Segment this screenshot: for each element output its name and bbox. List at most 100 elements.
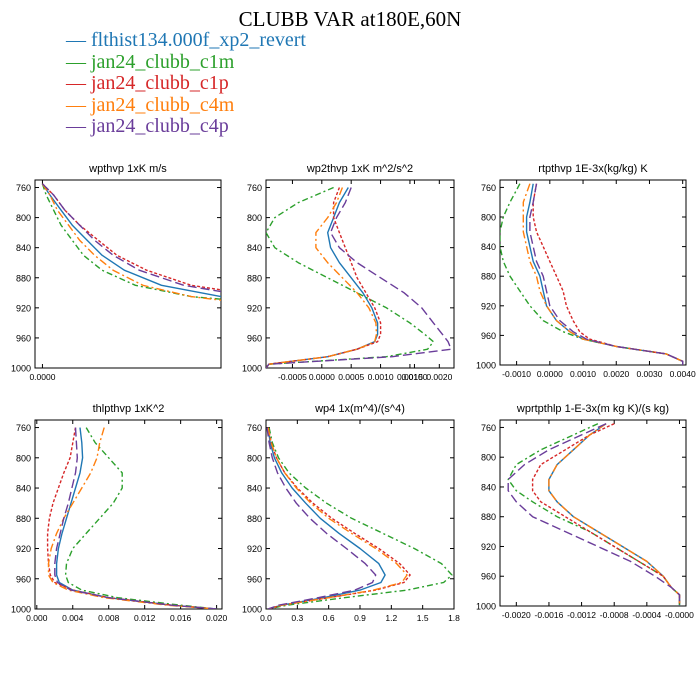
x-tick-label: 0.008 — [98, 613, 120, 623]
y-tick-label: 800 — [481, 453, 496, 463]
y-tick-label: 760 — [247, 183, 262, 193]
series-line — [55, 427, 217, 609]
series-line — [522, 183, 684, 365]
series-line — [548, 423, 681, 606]
x-tick-label: 0.6 — [323, 613, 335, 623]
y-tick-label: 840 — [247, 484, 262, 494]
y-tick-label: 1000 — [476, 602, 496, 612]
y-tick-label: 840 — [16, 484, 31, 494]
series-line — [266, 187, 382, 368]
series-line — [532, 183, 684, 365]
y-tick-label: 880 — [16, 273, 31, 283]
plot-frame — [34, 419, 223, 610]
x-tick-label: -0.0004 — [632, 610, 661, 620]
plot-frame — [34, 179, 222, 369]
x-tick-label: 1.5 — [417, 613, 429, 623]
x-tick-label: 0.0020 — [426, 372, 452, 382]
panel-title: wprtpthlp 1-E-3x(m kg K)/(s kg) — [516, 403, 669, 415]
x-tick-label: -0.0005 — [278, 372, 307, 382]
series-line — [266, 187, 379, 368]
panel-title: rtpthvp 1E-3x(kg/kg) K — [538, 163, 648, 175]
x-tick-label: 0.0010 — [368, 372, 394, 382]
y-tick-label: 840 — [16, 243, 31, 253]
series-line — [54, 427, 217, 609]
x-tick-label: -0.0008 — [600, 610, 629, 620]
series-line — [266, 187, 452, 368]
y-tick-label: 760 — [16, 183, 31, 193]
y-tick-label: 920 — [481, 301, 496, 311]
y-tick-label: 920 — [16, 303, 31, 313]
x-tick-label: 0.9 — [354, 613, 366, 623]
x-tick-label: 1.2 — [385, 613, 397, 623]
panel-title: thlpthvp 1xK^2 — [93, 403, 165, 415]
legend: — flthist134.000f_xp2_revert — jan24_clu… — [66, 29, 306, 138]
y-tick-label: 840 — [481, 242, 496, 252]
x-tick-label: 0.0005 — [338, 372, 364, 382]
y-tick-label: 920 — [16, 544, 31, 554]
y-tick-label: 920 — [247, 303, 262, 313]
y-tick-label: 1000 — [11, 605, 31, 615]
series-line — [41, 183, 221, 300]
panel-6: wprtpthlp 1-E-3x(m kg K)/(s kg) 760 800 840… — [476, 403, 694, 620]
x-tick-label: 0.0030 — [636, 369, 662, 379]
series-line — [267, 427, 408, 609]
legend-item: — jan24_clubb_c1p — [66, 72, 229, 94]
y-tick-label: 760 — [247, 423, 262, 433]
panel-4: thlpthvp 1xK^276080084088092096010000.00… — [11, 403, 228, 623]
legend-item: — jan24_clubb_c4m — [66, 93, 235, 116]
plot-frame — [265, 179, 455, 369]
y-tick-label: 840 — [247, 243, 262, 253]
x-tick-label: 0.0100 — [401, 372, 427, 382]
y-tick-label: 1000 — [476, 361, 496, 371]
x-tick-label: -0.0016 — [535, 610, 564, 620]
y-tick-label: 800 — [16, 213, 31, 223]
y-tick-label: 760 — [16, 423, 31, 433]
series-line — [266, 186, 435, 368]
x-tick-label: 0.0010 — [570, 369, 596, 379]
y-tick-label: 1000 — [11, 364, 31, 374]
x-tick-label: 0.004 — [62, 613, 84, 623]
figure-title: CLUBB VAR at180E,60N — [238, 7, 462, 31]
y-tick-label: 880 — [247, 273, 262, 283]
y-tick-label: 960 — [247, 574, 262, 584]
series-line — [267, 427, 411, 609]
series-line — [267, 427, 386, 609]
x-tick-label: 0.0000 — [309, 372, 335, 382]
x-tick-label: -0.0010 — [502, 369, 531, 379]
panel-5: wp4 1x(m^4)/(s^4)76080084088092096010000… — [242, 403, 460, 623]
x-tick-label: -0.0000 — [665, 610, 694, 620]
y-tick-label: 760 — [481, 183, 496, 193]
y-tick-label: 960 — [481, 572, 496, 582]
y-tick-label: 760 — [481, 423, 496, 433]
y-tick-label: 920 — [247, 544, 262, 554]
y-tick-label: 1000 — [242, 605, 262, 615]
series-line — [266, 187, 378, 368]
y-tick-label: 960 — [16, 333, 31, 343]
series-line — [41, 183, 221, 301]
x-tick-label: 0.000 — [26, 613, 48, 623]
series-line — [41, 183, 221, 293]
x-tick-label: -0.0020 — [502, 610, 531, 620]
y-tick-label: 880 — [247, 514, 262, 524]
series-line — [525, 183, 684, 365]
series-line — [64, 427, 217, 609]
y-tick-label: 960 — [16, 574, 31, 584]
x-tick-label: -0.0012 — [567, 610, 596, 620]
y-tick-label: 920 — [481, 542, 496, 552]
plot-frame — [499, 419, 687, 607]
plot-frame — [499, 179, 687, 366]
series-line — [41, 183, 221, 298]
y-tick-label: 880 — [481, 272, 496, 282]
y-tick-label: 800 — [481, 213, 496, 223]
panel-1: wpthvp 1xK m/s76080084088092096010000.00… — [11, 163, 428, 382]
plot-frame — [265, 419, 455, 610]
legend-item: — jan24_clubb_c1m — [66, 50, 235, 73]
x-tick-label: 1.8 — [448, 613, 460, 623]
legend-item: — jan24_clubb_c4p — [66, 115, 229, 137]
series-line — [266, 427, 377, 609]
series-line — [267, 427, 453, 609]
series-line — [529, 183, 684, 365]
x-tick-label: 0.0 — [260, 613, 272, 623]
y-tick-label: 960 — [481, 331, 496, 341]
